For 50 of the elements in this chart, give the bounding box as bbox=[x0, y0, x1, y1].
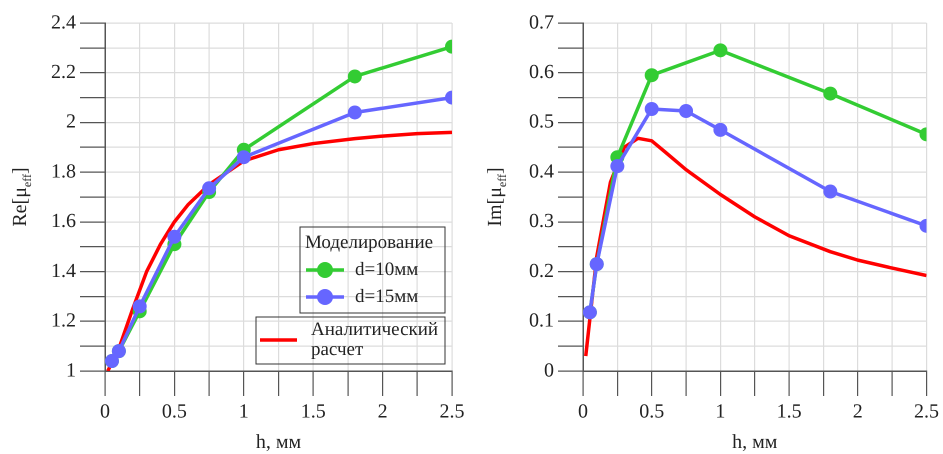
x-tick-label: 1.5 bbox=[300, 400, 326, 422]
y-tick-label: 0.4 bbox=[529, 160, 554, 182]
y-tick-label: 0.7 bbox=[529, 11, 554, 34]
y-tick-label: 1.8 bbox=[51, 160, 76, 182]
y-tick-label: 0 bbox=[544, 359, 554, 382]
x-axis-title: h, мм bbox=[256, 431, 302, 453]
legend-title: Моделирование bbox=[305, 232, 434, 253]
point bbox=[202, 181, 216, 196]
x-tick-label: 0 bbox=[100, 400, 110, 422]
point bbox=[823, 86, 838, 101]
point bbox=[132, 299, 147, 314]
point bbox=[823, 184, 838, 199]
y-tick-label: 0.2 bbox=[529, 260, 554, 282]
x-tick-label: 1.5 bbox=[776, 400, 802, 422]
point bbox=[167, 230, 182, 244]
y-tick-label: 1 bbox=[66, 359, 76, 382]
x-tick-label: 1 bbox=[238, 400, 249, 422]
y-tick-label: 0.1 bbox=[529, 310, 554, 332]
y-tick-label: 1.2 bbox=[51, 310, 76, 332]
y-tick-label: 0.3 bbox=[529, 210, 554, 232]
x-tick-label: 0.5 bbox=[639, 400, 664, 422]
y-axis-title: Im[μeff] bbox=[484, 167, 509, 227]
point bbox=[713, 43, 728, 58]
y-tick-label: 2 bbox=[66, 110, 76, 133]
y-tick-label: 0.5 bbox=[529, 110, 554, 133]
y-tick-label: 2.2 bbox=[51, 60, 76, 83]
point bbox=[644, 102, 659, 116]
y-tick-label: 1.4 bbox=[51, 260, 76, 282]
point bbox=[236, 150, 251, 164]
y-tick-label: 0.6 bbox=[529, 60, 554, 83]
y-tick-label: 1.6 bbox=[51, 210, 76, 232]
y-axis-title: Re[μeff] bbox=[9, 167, 34, 227]
point bbox=[644, 68, 659, 82]
legend-label: d=10мм bbox=[355, 258, 418, 280]
point bbox=[713, 122, 728, 137]
point bbox=[348, 69, 362, 84]
point bbox=[610, 159, 624, 174]
legend-label: d=15мм bbox=[355, 286, 418, 307]
legend-label: Аналитический расчет bbox=[311, 318, 438, 360]
y-tick-label: 2.4 bbox=[51, 11, 76, 34]
point bbox=[679, 104, 694, 118]
x-tick-label: 2.5 bbox=[440, 400, 464, 422]
x-tick-label: 0.5 bbox=[162, 400, 187, 422]
point bbox=[348, 105, 362, 120]
x-tick-label: 0 bbox=[578, 400, 588, 422]
x-tick-label: 2 bbox=[852, 400, 863, 422]
x-tick-label: 1 bbox=[715, 400, 726, 422]
x-tick-label: 2.5 bbox=[914, 400, 939, 422]
x-axis-title: h, мм bbox=[732, 431, 778, 453]
x-tick-label: 2 bbox=[378, 400, 388, 422]
